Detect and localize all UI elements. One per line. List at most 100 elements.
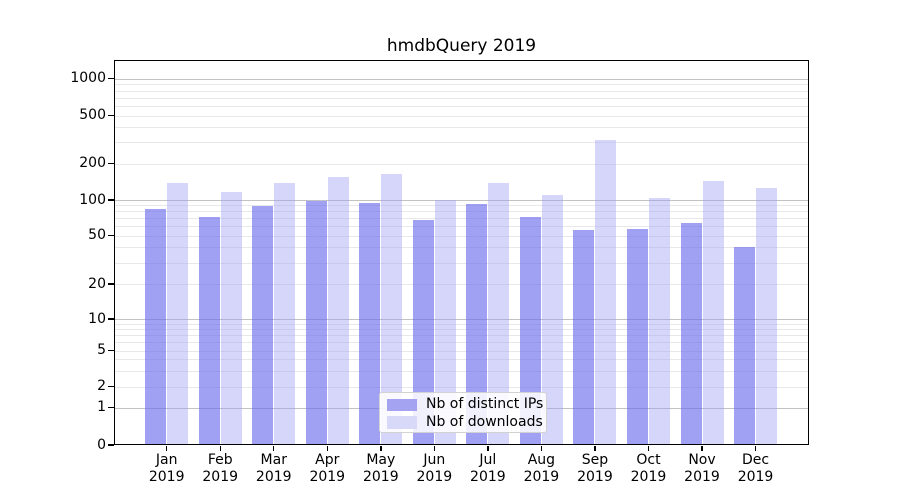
legend-item-distinct-ips: Nb of distinct IPs	[380, 396, 546, 414]
y-tick	[108, 444, 114, 446]
x-tick	[594, 446, 596, 451]
gridline	[115, 262, 808, 264]
y-tick	[108, 199, 114, 201]
bar-downloads-oct	[648, 198, 670, 444]
y-tick	[108, 283, 114, 285]
gridline	[115, 386, 808, 388]
y-tick-label: 1	[97, 399, 106, 416]
y-tick-label: 500	[79, 107, 106, 124]
gridline	[115, 359, 808, 361]
bar-distinct-ips-oct	[626, 228, 648, 444]
x-tick	[433, 446, 436, 451]
legend-swatch-downloads	[387, 416, 417, 429]
x-tick-label: Mar 2019	[255, 452, 292, 485]
bar-distinct-ips-jun	[412, 219, 434, 444]
bar-downloads-jul	[488, 182, 510, 444]
y-tick-label: 50	[88, 227, 106, 244]
gridline	[115, 329, 808, 331]
x-tick-label: May 2019	[362, 452, 399, 485]
legend-item-downloads: Nb of downloads	[380, 414, 546, 432]
bar-downloads-feb	[220, 191, 242, 444]
x-tick	[647, 446, 650, 451]
gridline	[115, 115, 808, 117]
gridline	[115, 284, 808, 285]
gridline-major	[115, 319, 808, 320]
x-tick-label: Apr 2019	[309, 452, 346, 485]
y-tick	[108, 407, 114, 409]
y-tick	[108, 115, 114, 117]
legend-label-distinct-ips: Nb of distinct IPs	[426, 396, 544, 413]
bar-distinct-ips-nov	[680, 222, 702, 444]
gridline-major	[115, 78, 808, 80]
bar-downloads-dec	[756, 188, 778, 444]
gridline	[115, 350, 808, 352]
gridline	[115, 235, 808, 237]
bar-downloads-mar	[274, 182, 296, 444]
legend-swatch-distinct-ips	[387, 398, 417, 411]
x-tick-label: Aug 2019	[523, 452, 560, 485]
gridline	[115, 163, 808, 165]
x-tick	[380, 446, 382, 451]
x-tick-label: Jan 2019	[148, 452, 185, 485]
y-tick-label: 100	[79, 191, 106, 208]
gridline	[115, 105, 808, 107]
x-tick	[540, 446, 543, 451]
x-tick	[219, 446, 221, 451]
bar-distinct-ips-jul	[466, 203, 488, 444]
x-tick	[754, 446, 757, 451]
gridline	[115, 247, 808, 249]
x-tick-label: Jun 2019	[416, 452, 453, 485]
gridline	[115, 335, 808, 337]
x-tick	[326, 446, 328, 451]
x-tick-label: Nov 2019	[684, 452, 720, 485]
gridline	[115, 226, 808, 228]
x-tick	[701, 446, 703, 451]
y-tick	[108, 350, 114, 352]
x-tick-label: Feb 2019	[202, 452, 239, 485]
y-tick	[108, 318, 114, 320]
gridline	[115, 127, 808, 129]
gridline	[115, 218, 808, 220]
y-tick-label: 0	[97, 436, 106, 453]
gridline	[115, 342, 808, 344]
y-tick-label: 5	[97, 342, 106, 359]
gridline	[115, 205, 808, 207]
gridline	[115, 142, 808, 144]
gridline	[115, 97, 808, 99]
chart-title: hmdbQuery 2019	[386, 36, 537, 56]
y-tick-label: 1000	[70, 70, 106, 87]
plot-area	[114, 60, 809, 445]
y-tick	[108, 78, 114, 80]
bar-distinct-ips-may	[359, 203, 381, 444]
bar-downloads-sep	[595, 140, 617, 444]
bar-distinct-ips-apr	[305, 200, 327, 444]
y-tick	[108, 235, 114, 237]
gridline-major	[115, 200, 808, 201]
bar-downloads-aug	[541, 194, 563, 444]
gridline	[115, 211, 808, 213]
bar-distinct-ips-jan	[145, 208, 167, 444]
x-tick	[273, 446, 275, 451]
bar-distinct-ips-sep	[573, 229, 595, 444]
y-tick	[108, 162, 114, 165]
y-tick-label: 200	[79, 155, 106, 171]
y-tick-label: 10	[88, 310, 106, 327]
bar-distinct-ips-aug	[519, 216, 541, 444]
x-tick	[166, 446, 168, 451]
y-tick-label: 2	[97, 378, 106, 395]
x-tick-label: Oct 2019	[630, 452, 667, 485]
x-tick-label: Sep 2019	[577, 452, 613, 485]
bar-downloads-apr	[327, 176, 349, 444]
gridline	[115, 323, 808, 325]
gridline	[115, 84, 808, 86]
bar-downloads-jun	[434, 200, 456, 444]
bar-downloads-jan	[167, 182, 189, 444]
legend-label-downloads: Nb of downloads	[426, 413, 543, 430]
bar-downloads-may	[381, 173, 403, 444]
legend: Nb of distinct IPs Nb of downloads	[379, 392, 547, 433]
x-tick	[487, 446, 489, 451]
bar-distinct-ips-mar	[252, 206, 274, 444]
bar-downloads-nov	[702, 181, 724, 444]
y-tick	[108, 386, 114, 388]
